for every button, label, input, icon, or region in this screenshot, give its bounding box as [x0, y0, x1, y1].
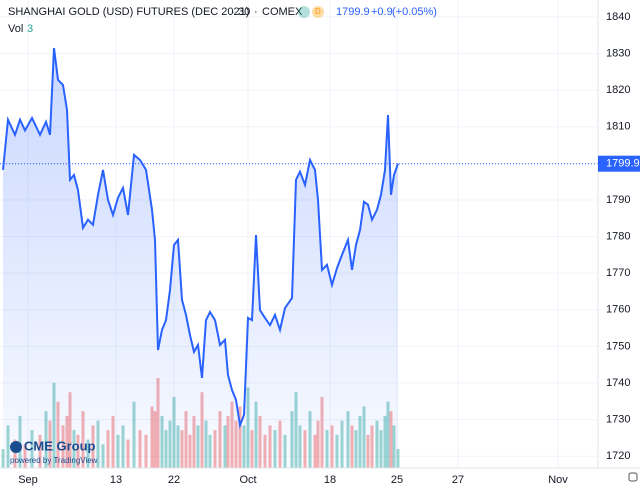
last-price-label: 1799.9: [606, 158, 640, 170]
y-tick-label: 1830: [606, 47, 630, 59]
x-tick-label: 13: [110, 474, 122, 486]
sep: ·: [254, 6, 258, 18]
y-tick-label: 1760: [606, 304, 630, 316]
delay-letter: D: [315, 7, 321, 16]
y-tick-label: 1770: [606, 267, 630, 279]
y-tick-label: 1720: [606, 450, 630, 462]
powered-by: powered by TradingView: [10, 456, 98, 465]
x-tick-label: Nov: [548, 474, 568, 486]
price-line: [2, 47, 399, 430]
x-tick-label: 27: [452, 474, 464, 486]
price-area: [3, 48, 398, 468]
delay-icon: [312, 6, 324, 18]
y-tick-label: 1810: [606, 121, 630, 133]
quote-change: +0.9: [371, 6, 393, 18]
status-dot: [298, 6, 310, 18]
symbol-title: SHANGHAI GOLD (USD) FUTURES (DEC 2021): [8, 6, 249, 18]
y-tick-label: 1730: [606, 414, 630, 426]
x-tick-label: 18: [324, 474, 336, 486]
y-tick-label: 1820: [606, 84, 630, 96]
sep: ·: [231, 6, 235, 18]
x-tick-label: Oct: [239, 474, 256, 486]
x-tick-label: 25: [391, 474, 403, 486]
y-tick-label: 1750: [606, 340, 630, 352]
y-tick-label: 1840: [606, 11, 630, 23]
last-price-badge: [598, 155, 640, 172]
quote-change-pct: (+0.05%): [392, 6, 437, 18]
brand-logo: [10, 441, 22, 453]
volume-label: Vol: [8, 23, 23, 35]
quote-last: 1799.9: [336, 6, 370, 18]
x-tick-label: Sep: [18, 474, 38, 486]
volume-last: 3: [27, 23, 33, 35]
y-tick-label: 1740: [606, 377, 630, 389]
y-tick-label: 1780: [606, 230, 630, 242]
x-tick-label: 22: [168, 474, 180, 486]
interval: 30: [238, 6, 250, 18]
brand: CME Group: [24, 438, 96, 453]
settings-icon[interactable]: [628, 472, 638, 482]
exchange: COMEX: [262, 6, 303, 18]
y-tick-label: 1790: [606, 194, 630, 206]
